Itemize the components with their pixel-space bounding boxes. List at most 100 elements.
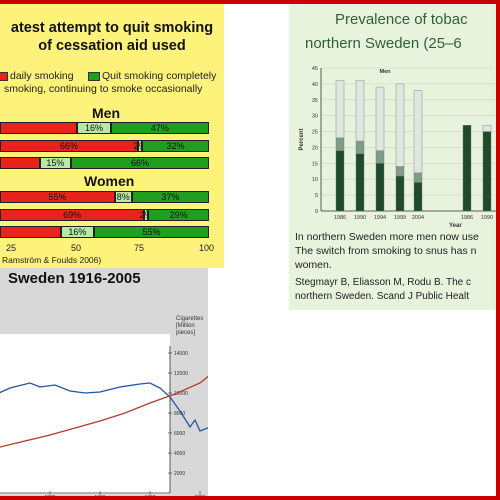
prevalence-chart: 0 5 10 15 20 25 30 35 40 45 1986 1990 1994 1999 2004 19… — [299, 66, 500, 229]
quit-bar-label: 32% — [166, 141, 185, 151]
red-series-line — [0, 375, 208, 448]
y-tick-label: 45 — [312, 66, 318, 72]
prevalence-bar-segment — [395, 166, 405, 177]
prevalence-bar-segment — [395, 83, 405, 167]
y-tick-label: 30 — [312, 114, 318, 120]
quit-bar-segment — [60, 226, 95, 238]
quit-bar-segment — [114, 191, 132, 203]
quit-bar-label: 16% — [68, 227, 87, 237]
quit-chart-title-line2: of cessation aid used — [38, 38, 186, 54]
prevalence-bar-segment — [413, 182, 423, 212]
prevalence-bar-segment — [375, 86, 385, 151]
quit-bar-label: 2% — [133, 141, 147, 151]
prevalence-bar-segment — [355, 80, 365, 142]
quit-bar-segment — [0, 191, 115, 203]
x-tick-100: 100 — [199, 243, 215, 253]
quit-bar-label: 47% — [150, 123, 169, 133]
prevalence-title-line1: Prevalence of tobac — [335, 11, 468, 28]
prevalence-bar-segment — [375, 163, 385, 212]
prevalence-title-line2: northern Sweden (25–6 — [305, 35, 462, 52]
quit-bar-label: 66% — [131, 158, 150, 168]
prevalence-bar-segment — [355, 153, 365, 212]
quit-bar-label: 15% — [46, 158, 65, 168]
sales-chart: 2000400060008000100001200014000197019801… — [0, 334, 208, 500]
plot-area — [0, 334, 170, 494]
prevalence-bar-segment — [335, 137, 345, 151]
prevalence-bar-segment — [395, 175, 405, 212]
y-tick-label: 2000 — [174, 471, 185, 477]
legend-quit-label: Quit smoking completely — [102, 70, 217, 82]
y-tick-label: 14000 — [174, 351, 188, 357]
sales-panel: Sweden 1916-2005 2000 4000 6000 8000 10000 12… — [0, 268, 208, 500]
prevalence-text-line2: The switch from smoking to snus has n — [295, 245, 477, 257]
y-tick-label: 25 — [312, 130, 318, 136]
quit-bar-label: 55% — [48, 192, 67, 202]
prevalence-panel: Prevalence of tobac northern Sweden (25–… — [289, 4, 500, 310]
quit-bar-segment — [144, 209, 149, 221]
prevalence-bar-segment — [482, 131, 492, 212]
x-tick-50: 50 — [71, 243, 82, 253]
prevalence-text-line1: In northern Sweden more men now use — [295, 231, 479, 243]
frame-right-border — [496, 0, 500, 500]
y-tick-label: 10000 — [174, 391, 188, 397]
x-tick-75: 75 — [134, 243, 145, 253]
prevalence-bar-segment — [375, 150, 385, 164]
y-tick-label: 35 — [312, 98, 318, 104]
prevalence-bar-segment — [335, 80, 345, 139]
quit-bar-segment — [0, 157, 40, 169]
x-tick-label: 1999 — [394, 215, 406, 221]
quit-bar-label: 55% — [142, 227, 161, 237]
x-tick-label: 1986 — [334, 215, 346, 221]
reference-line2: northern Sweden. Scand J Public Healt — [295, 291, 469, 302]
quit-chart-source: Ramström & Foulds 2006) — [2, 255, 102, 265]
quit-chart-title-line1: atest attempt to quit smoking — [10, 20, 214, 36]
quit-bar-label: 2% — [139, 210, 153, 220]
quit-bar-segment — [137, 140, 143, 152]
prevalence-bar-segment — [482, 124, 492, 132]
prevalence-text-line3: women. — [295, 259, 332, 271]
quit-bar-segment — [39, 157, 72, 169]
y-tick-label: 40 — [312, 82, 318, 88]
quit-bar-label: 69% — [63, 210, 82, 220]
quit-bar-segment — [131, 191, 209, 203]
frame-top-border — [0, 0, 500, 4]
y-tick-label: 8000 — [174, 411, 185, 417]
legend-occasional-label: smoking, continuing to smoke occasionall… — [4, 83, 203, 95]
y-tick-label: 4000 — [174, 451, 185, 457]
legend-daily-label: daily smoking — [10, 70, 74, 82]
prevalence-bar-segment — [355, 140, 365, 155]
quit-bar-segment — [0, 209, 145, 221]
y-axis-label: Percent — [299, 128, 305, 150]
quit-bar-segment — [142, 140, 209, 152]
y-tick-label: 5 — [315, 193, 318, 199]
quit-bar-segment — [110, 122, 209, 134]
prevalence-bar-segment — [413, 90, 423, 174]
x-tick-label: 2004 — [412, 215, 424, 221]
y-tick-label: 15 — [312, 161, 318, 167]
x-tick-label: 1994 — [374, 215, 386, 221]
x-tick-25: 25 — [6, 243, 17, 253]
sales-y-axis-label-line1: Cigarettes — [176, 316, 204, 322]
y-tick-label: 6000 — [174, 431, 185, 437]
y-tick-label: 10 — [312, 177, 318, 183]
legend-swatch-daily — [0, 72, 8, 81]
quit-bar-label: 37% — [161, 192, 180, 202]
group-label-women: Women — [84, 173, 135, 189]
sales-y-axis-label-line2: [Million pieces] — [176, 323, 196, 336]
prevalence-bar-segment — [413, 172, 423, 183]
y-tick-label: 20 — [312, 145, 318, 151]
quit-bar-label: 8% — [116, 192, 130, 202]
series-group-label: Men — [380, 69, 392, 75]
quit-attempt-panel: atest attempt to quit smoking of cessati… — [0, 4, 224, 268]
x-tick-label: 1986 — [461, 215, 473, 221]
y-tick-label: 12000 — [174, 371, 188, 377]
y-tick-label: 0 — [315, 209, 318, 215]
quit-bar-segment — [0, 226, 61, 238]
quit-bar-label: 16% — [85, 123, 104, 133]
prevalence-bar-segment — [335, 150, 345, 212]
quit-bar-segment — [71, 157, 209, 169]
x-tick-label: 1990 — [481, 215, 493, 221]
legend-swatch-quit — [88, 72, 100, 81]
quit-bar-label: 29% — [169, 210, 188, 220]
